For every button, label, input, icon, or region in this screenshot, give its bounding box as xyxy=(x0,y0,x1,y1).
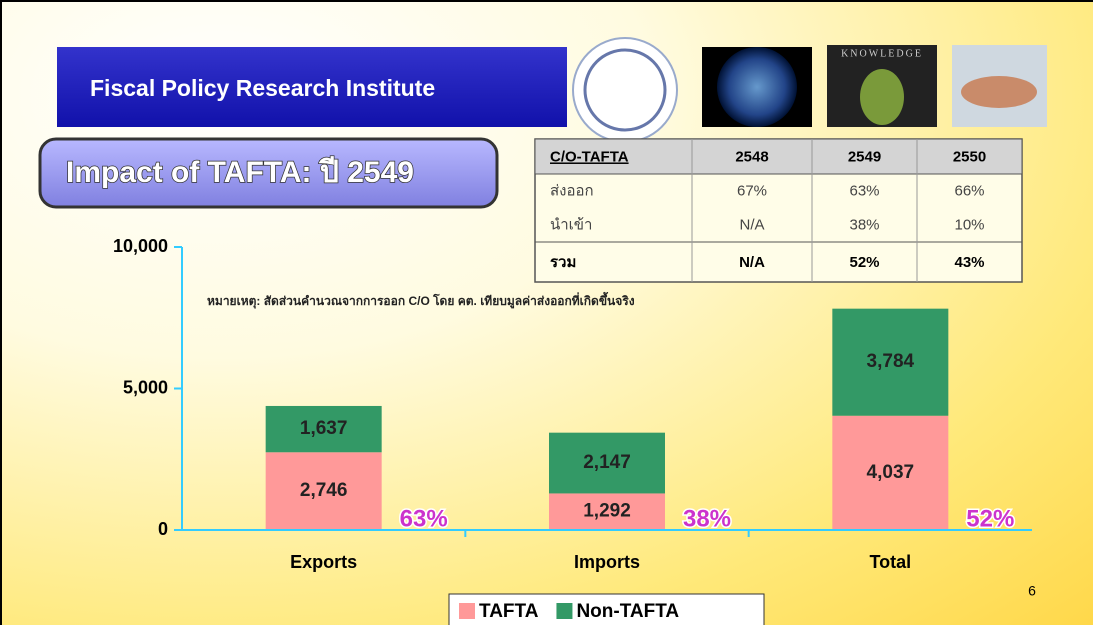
table-cell: รวม xyxy=(550,254,576,271)
legend-swatch xyxy=(556,603,572,619)
subtitle: Impact of TAFTA: ปี 2549 xyxy=(66,156,414,189)
value-label: 4,037 xyxy=(867,462,915,483)
legend-label: Non-TAFTA xyxy=(576,601,679,622)
table-cell: 52% xyxy=(849,254,879,271)
image-hands-shape xyxy=(961,76,1037,108)
table-cell: 66% xyxy=(954,182,984,199)
y-tick-label: 0 xyxy=(158,519,168,539)
share-annotation: 63% xyxy=(400,505,448,532)
value-label: 1,292 xyxy=(583,501,631,522)
table-cell: 2550 xyxy=(953,148,986,165)
chart-note: หมายเหตุ: สัดส่วนคำนวณจากการออก C/O โดย … xyxy=(207,291,635,309)
x-tick-label: Exports xyxy=(290,552,357,572)
legend-swatch xyxy=(459,603,475,619)
table-cell: 2548 xyxy=(735,148,768,165)
table-cell: N/A xyxy=(739,216,764,233)
image-caption: KNOWLEDGE xyxy=(841,48,923,59)
value-label: 2,147 xyxy=(583,452,631,473)
value-label: 2,746 xyxy=(300,480,348,501)
share-annotation: 38% xyxy=(683,505,731,532)
value-label: 1,637 xyxy=(300,418,348,439)
value-label: 3,784 xyxy=(867,351,915,372)
y-tick-label: 10,000 xyxy=(113,236,168,256)
chart: Fiscal Policy Research Institute KNOWLED… xyxy=(2,2,1093,625)
share-annotation: 52% xyxy=(966,505,1014,532)
image-pear xyxy=(860,69,904,125)
table-cell: C/O-TAFTA xyxy=(550,148,629,165)
table-cell: นำเข้า xyxy=(550,216,592,233)
x-tick-label: Imports xyxy=(574,552,640,572)
header-title: Fiscal Policy Research Institute xyxy=(90,75,435,101)
table-cell: ส่งออก xyxy=(550,182,594,199)
table-cell: 2549 xyxy=(848,148,881,165)
page-number: 6 xyxy=(1028,583,1036,599)
table-cell: 43% xyxy=(954,254,984,271)
legend-label: TAFTA xyxy=(479,601,539,622)
table-cell: 63% xyxy=(849,182,879,199)
image-earth xyxy=(717,47,797,127)
table-cell: 67% xyxy=(737,182,767,199)
logo xyxy=(573,38,677,142)
table-cell: N/A xyxy=(739,254,765,271)
y-tick-label: 5,000 xyxy=(123,377,168,397)
table-cell: 10% xyxy=(954,216,984,233)
table-cell: 38% xyxy=(849,216,879,233)
x-tick-label: Total xyxy=(869,552,911,572)
slide: Fiscal Policy Research Institute KNOWLED… xyxy=(0,0,1093,625)
